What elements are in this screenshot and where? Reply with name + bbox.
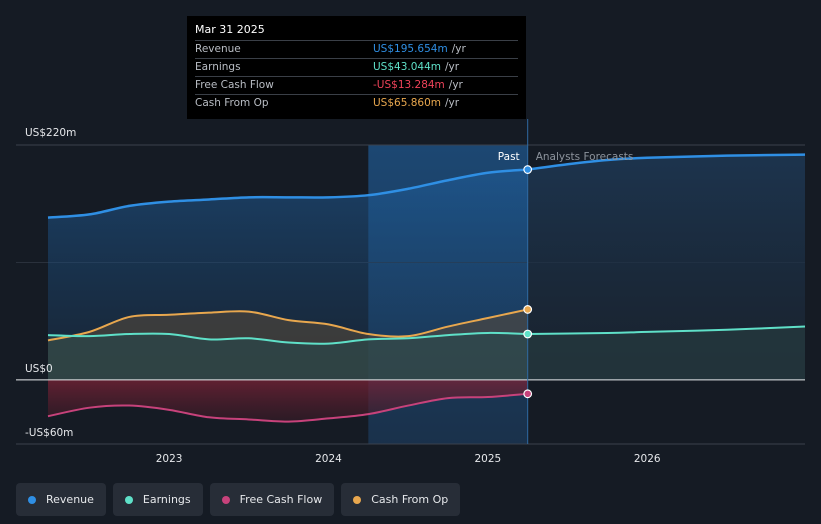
earnings-revenue-chart: US$220m US$0 -US$60m 2023 2024 2025 2026 Past An…: [16, 119, 806, 465]
tooltip-label: Free Cash Flow: [195, 79, 274, 91]
tooltip-unit: /yr: [445, 97, 460, 109]
tooltip-row-free-cash-flow: Free Cash Flow -US$13.284m /yr: [195, 76, 518, 94]
chart-legend: Revenue Earnings Free Cash Flow Cash Fro…: [16, 483, 461, 516]
tooltip-value: -US$13.284m: [373, 79, 445, 91]
legend-item-revenue[interactable]: Revenue: [16, 483, 106, 516]
past-label: Past: [498, 151, 520, 163]
tooltip-value: US$43.044m: [373, 61, 441, 73]
x-tick-label: 2026: [634, 453, 661, 465]
tooltip-unit: /yr: [451, 43, 466, 55]
cash-from-op-dot-icon: [353, 495, 362, 504]
earnings-line: [47, 331, 528, 345]
earnings-forecast-area: [527, 326, 805, 380]
forecast-label: Analysts Forecasts: [536, 151, 634, 163]
tooltip-value: US$195.654m: [373, 43, 448, 55]
earnings-area: [48, 332, 528, 380]
legend-label: Cash From Op: [371, 493, 449, 506]
tooltip-row-cash-from-op: Cash From Op US$65.860m /yr: [195, 94, 518, 112]
tooltip-unit: /yr: [445, 61, 460, 73]
free-cash-flow-dot-icon: [221, 495, 230, 504]
tooltip-label: Cash From Op: [195, 97, 269, 109]
revenue-forecast-line: [527, 153, 806, 171]
revenue-forecast-area: [527, 154, 805, 380]
free-cash-flow-area: [48, 379, 528, 422]
tooltip-label: Revenue: [195, 43, 241, 55]
legend-label: Earnings: [142, 493, 191, 506]
x-tick-label: 2024: [315, 453, 342, 465]
tooltip-row-revenue: Revenue US$195.654m /yr: [195, 40, 518, 58]
revenue-dot-icon: [28, 495, 36, 504]
earnings-forecast-line: [527, 325, 806, 336]
legend-label: Revenue: [46, 493, 94, 506]
legend-item-cash-from-op[interactable]: Cash From Op: [341, 483, 461, 516]
cash-from-op-line: [47, 308, 528, 342]
earnings-marker: [523, 329, 533, 339]
legend-item-earnings[interactable]: Earnings: [112, 483, 203, 516]
free-cash-flow-line: [47, 392, 528, 423]
y-axis-label-bottom: -US$60m: [25, 427, 73, 439]
legend-label: Free Cash Flow: [239, 493, 323, 506]
x-tick-label: 2023: [156, 453, 183, 465]
free-cash-flow-marker: [523, 389, 533, 399]
tooltip-label: Earnings: [195, 61, 241, 73]
tooltip-date: Mar 31 2025: [195, 23, 265, 36]
legend-item-free-cash-flow[interactable]: Free Cash Flow: [209, 483, 335, 516]
cash-from-op-marker: [523, 305, 533, 314]
tooltip-row-earnings: Earnings US$43.044m /yr: [195, 58, 518, 76]
tooltip-unit: /yr: [448, 79, 463, 91]
tooltip-value: US$65.860m: [373, 97, 441, 109]
revenue-line: [47, 168, 528, 219]
x-tick-label: 2025: [474, 453, 501, 465]
y-axis-label-top: US$220m: [25, 127, 76, 139]
earnings-dot-icon: [124, 495, 133, 504]
revenue-marker: [523, 165, 533, 174]
data-tooltip: Mar 31 2025 Revenue US$195.654m /yr Earn…: [187, 16, 526, 119]
y-axis-label-zero: US$0: [25, 363, 53, 375]
